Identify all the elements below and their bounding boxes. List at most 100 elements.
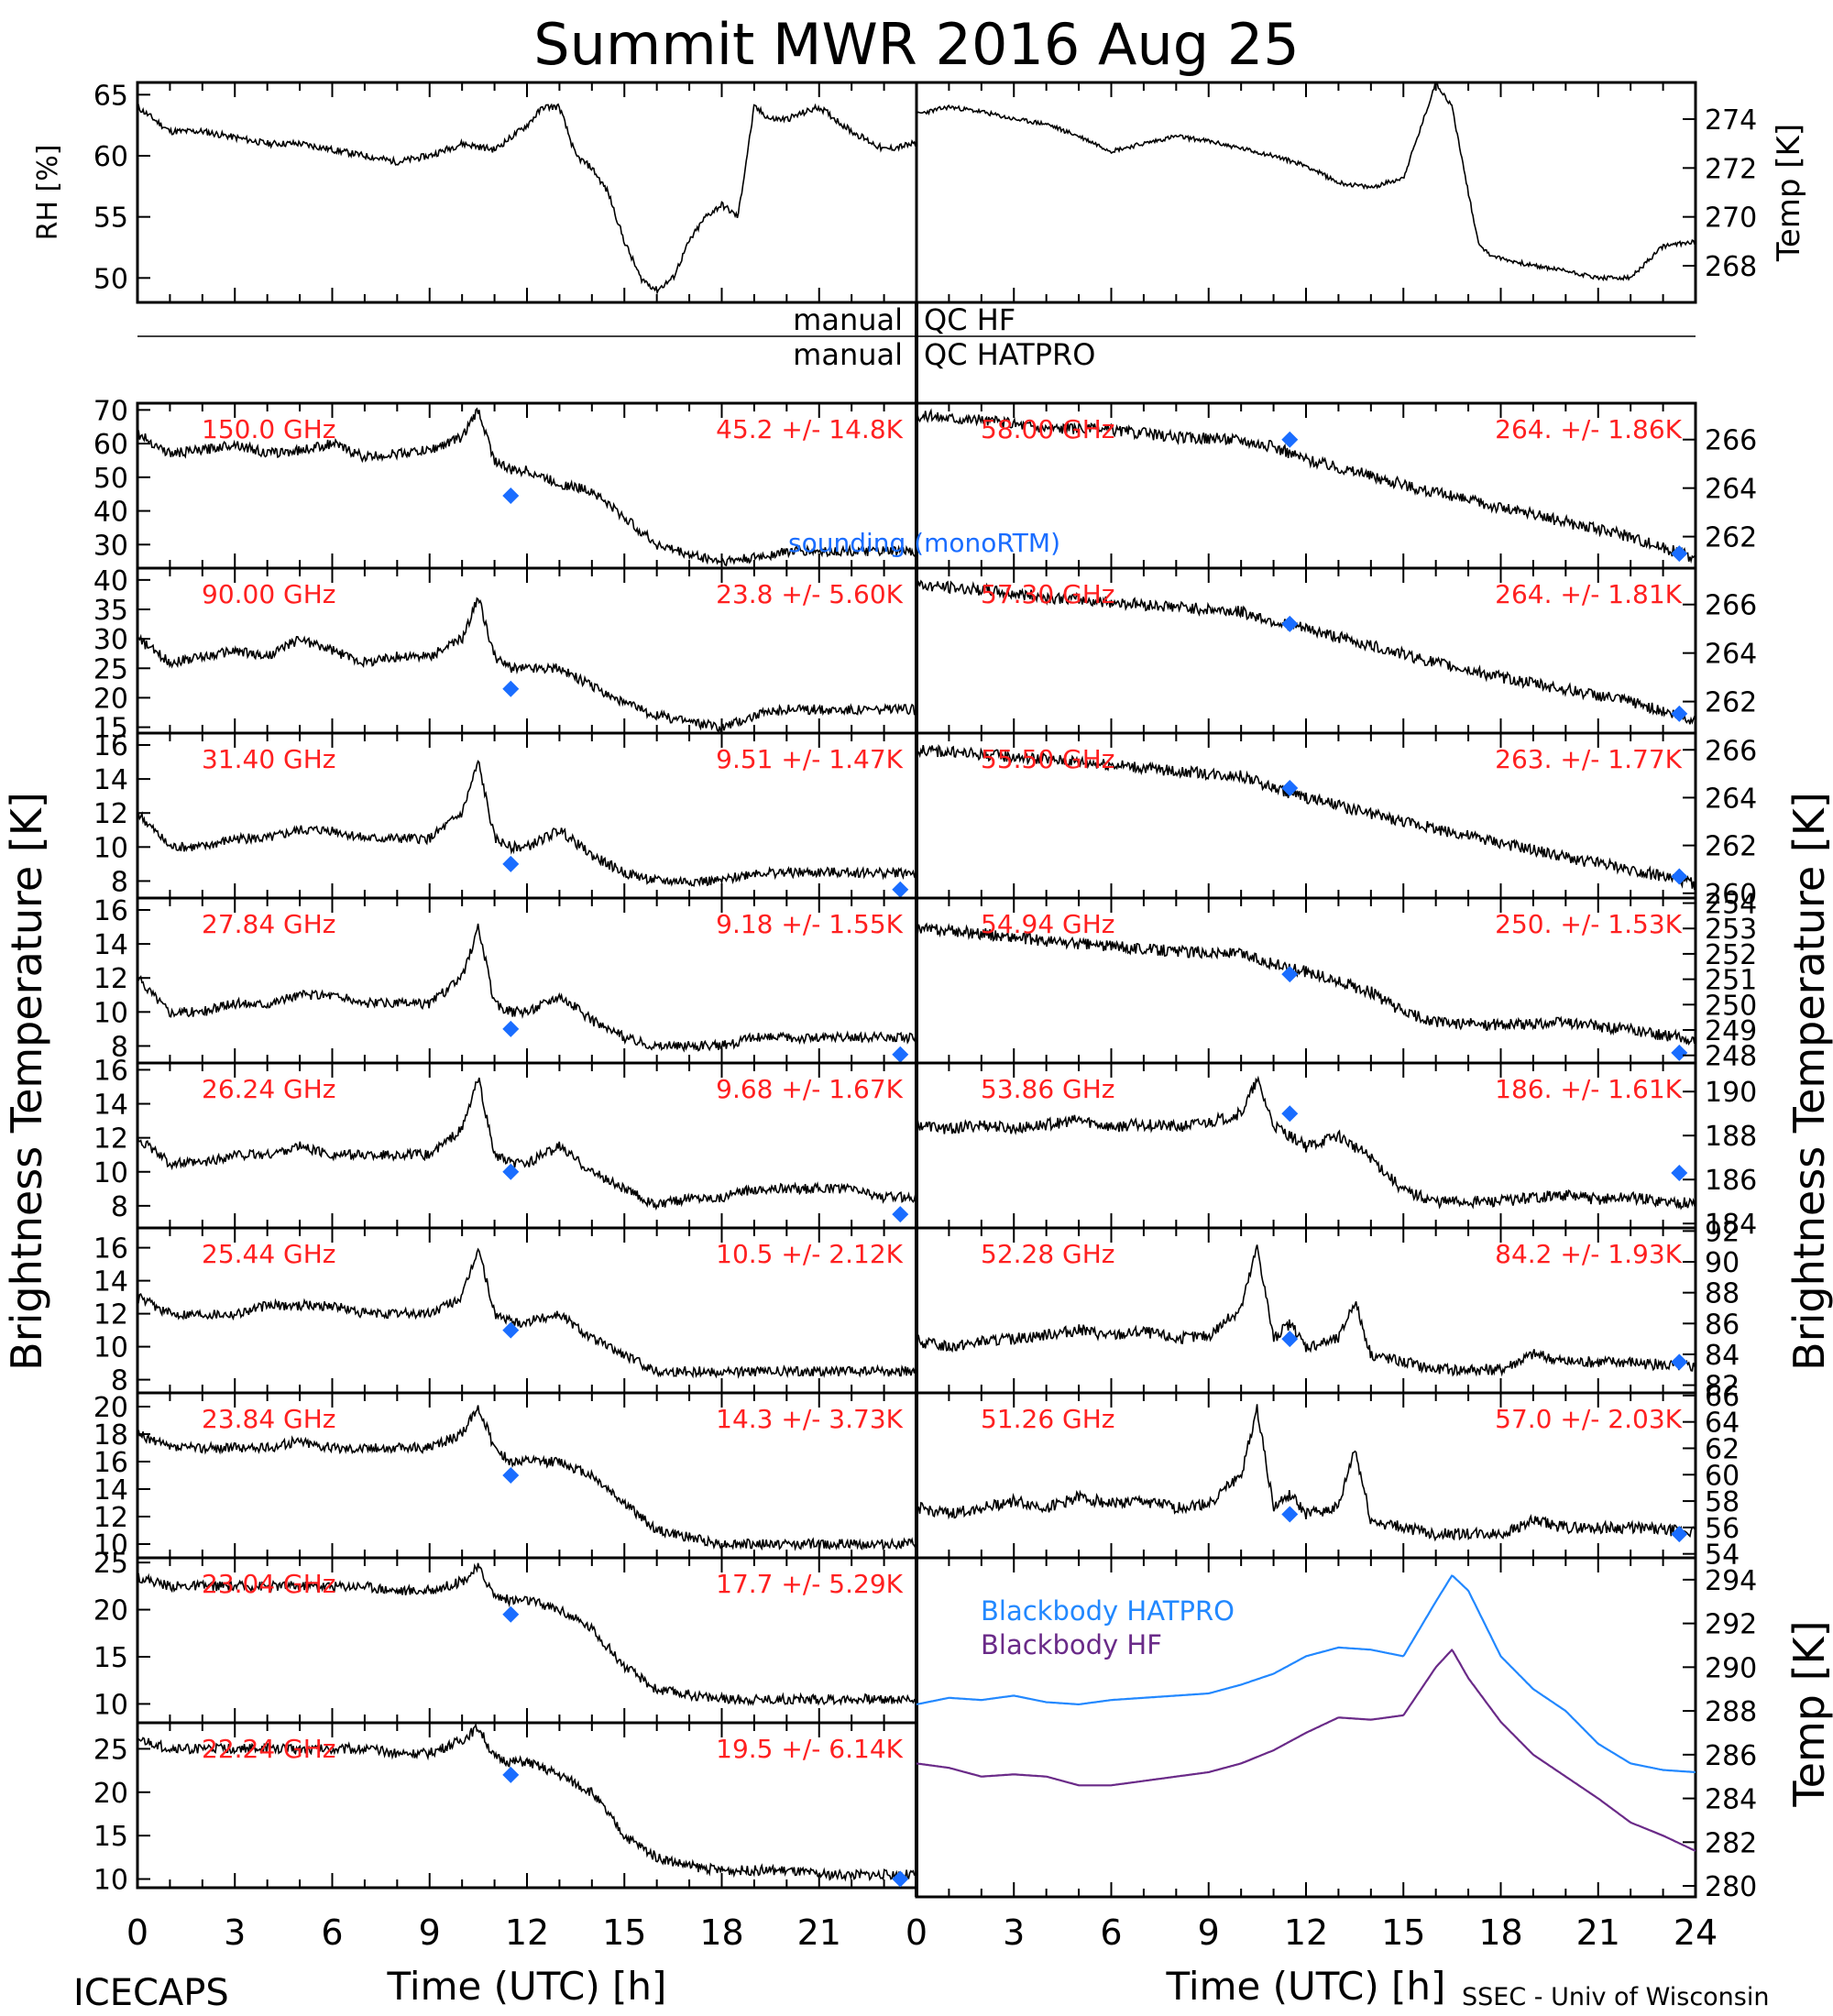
tb-tick-label: 20 [93, 1778, 128, 1810]
tb-line [137, 1405, 917, 1551]
sounding-marker [502, 1163, 520, 1180]
tb-tick-label: 262 [1705, 831, 1757, 863]
sounding-marker [1281, 431, 1299, 448]
tb-tick-label: 20 [93, 683, 128, 715]
tb-tick-label: 92 [1705, 1216, 1740, 1248]
tb-tick-label: 12 [93, 1123, 128, 1156]
tb-tick-label: 266 [1705, 425, 1757, 457]
channel-label: 57.30 GHz [981, 579, 1115, 609]
rh-tick-label: 60 [93, 141, 128, 173]
tb-tick-label: 16 [93, 1447, 128, 1479]
tb-line [137, 407, 917, 567]
stats-label: 17.7 +/- 5.29K [716, 1569, 903, 1599]
x-tick-label: 0 [906, 1912, 927, 1953]
x-tick-label: 15 [1381, 1912, 1425, 1953]
bb-axis-label: Temp [K] [1784, 1620, 1833, 1807]
tb-tick-label: 8 [111, 866, 128, 898]
channel-label: 25.44 GHz [202, 1239, 336, 1269]
tb-tick-label: 266 [1705, 735, 1757, 767]
tb-tick-label: 10 [93, 1689, 128, 1721]
temp-line [916, 81, 1696, 282]
tb-tick-label: 15 [93, 1821, 128, 1853]
tb-tick-label: 8 [111, 1191, 128, 1223]
tb-tick-label: 35 [93, 595, 128, 627]
stats-label: 250. +/- 1.53K [1495, 909, 1682, 939]
tb-line [137, 1077, 917, 1211]
page-title: Summit MWR 2016 Aug 25 [533, 11, 1299, 78]
channel-label: 55.50 GHz [981, 744, 1115, 774]
tb-tick-label: 264 [1705, 639, 1757, 671]
tb-line [916, 1244, 1696, 1377]
stats-label: 84.2 +/- 1.93K [1495, 1239, 1682, 1269]
x-tick-label: 6 [321, 1912, 343, 1953]
tb-tick-label: 18 [93, 1419, 128, 1452]
tb-tick-label: 184 [1705, 1209, 1757, 1241]
sounding-marker [1671, 868, 1688, 885]
stats-label: 263. +/- 1.77K [1495, 744, 1682, 774]
blackbody-line [916, 1574, 1696, 1773]
sounding-marker [1281, 966, 1299, 983]
tb-tick-label: 15 [93, 713, 128, 745]
sounding-marker [1281, 1506, 1299, 1523]
legend-hatpro: Blackbody HATPRO [981, 1595, 1235, 1627]
tb-tick-label: 70 [93, 395, 128, 427]
bb-tick-label: 280 [1705, 1871, 1757, 1903]
x-tick-label: 12 [505, 1912, 549, 1953]
tb-line [137, 597, 917, 735]
sounding-marker [1671, 1044, 1688, 1061]
tb-line [137, 1247, 917, 1379]
tb-tick-label: 264 [1705, 783, 1757, 815]
channel-label: 22.24 GHz [202, 1734, 336, 1764]
footer-left: ICECAPS [73, 1972, 229, 2014]
tb-tick-label: 82 [1705, 1371, 1740, 1403]
tb-tick-label: 10 [93, 1865, 128, 1897]
tb-line [916, 1075, 1696, 1211]
tb-tick-label: 251 [1705, 965, 1757, 997]
qc-label: manual [793, 337, 903, 372]
footer-right: SSEC - Univ of Wisconsin [1462, 1983, 1769, 2011]
tb-tick-label: 264 [1705, 474, 1757, 506]
tb-axis-label-left: Brightness Temperature [K] [2, 792, 51, 1371]
tb-tick-label: 262 [1705, 522, 1757, 554]
tb-tick-label: 248 [1705, 1041, 1757, 1073]
tb-tick-label: 249 [1705, 1015, 1757, 1047]
sounding-marker [502, 1321, 520, 1339]
tb-tick-label: 60 [93, 429, 128, 461]
temp-tick-label: 268 [1705, 251, 1757, 283]
channel-label: 58.00 GHz [981, 414, 1115, 444]
rh-tick-label: 65 [93, 80, 128, 112]
tb-tick-label: 58 [1705, 1486, 1740, 1518]
tb-tick-label: 14 [93, 1090, 128, 1122]
bb-tick-label: 292 [1705, 1609, 1757, 1641]
rh-panel [136, 81, 918, 304]
bb-tick-label: 290 [1705, 1652, 1757, 1684]
x-tick-label: 12 [1284, 1912, 1328, 1953]
qc-label: QC HF [924, 302, 1015, 337]
sounding-marker [502, 1766, 520, 1783]
x-tick-label: 24 [1674, 1912, 1718, 1953]
tb-line [916, 579, 1696, 725]
qc-label: manual [793, 302, 903, 337]
tb-tick-label: 20 [93, 1392, 128, 1424]
tb-tick-label: 10 [93, 1529, 128, 1561]
sounding-marker [892, 1206, 909, 1223]
temp-tick-label: 270 [1705, 203, 1757, 235]
tb-tick-label: 10 [93, 997, 128, 1029]
tb-tick-label: 14 [93, 1266, 128, 1298]
tb-tick-label: 266 [1705, 590, 1757, 622]
x-tick-label: 0 [126, 1912, 148, 1953]
tb-tick-label: 12 [93, 1299, 128, 1331]
stats-label: 186. +/- 1.61K [1495, 1074, 1682, 1104]
sounding-marker [892, 1046, 909, 1063]
sounding-marker [1281, 780, 1299, 796]
channel-label: 90.00 GHz [202, 579, 336, 609]
stats-label: 9.51 +/- 1.47K [716, 744, 903, 774]
stats-label: 264. +/- 1.86K [1495, 414, 1682, 444]
x-tick-label: 21 [797, 1912, 841, 1953]
x-tick-label: 3 [1003, 1912, 1025, 1953]
sounding-marker [1671, 1526, 1688, 1543]
tb-tick-label: 25 [93, 653, 128, 685]
tb-tick-label: 12 [93, 1502, 128, 1534]
tb-tick-label: 8 [111, 1031, 128, 1063]
sounding-marker [1671, 545, 1688, 563]
